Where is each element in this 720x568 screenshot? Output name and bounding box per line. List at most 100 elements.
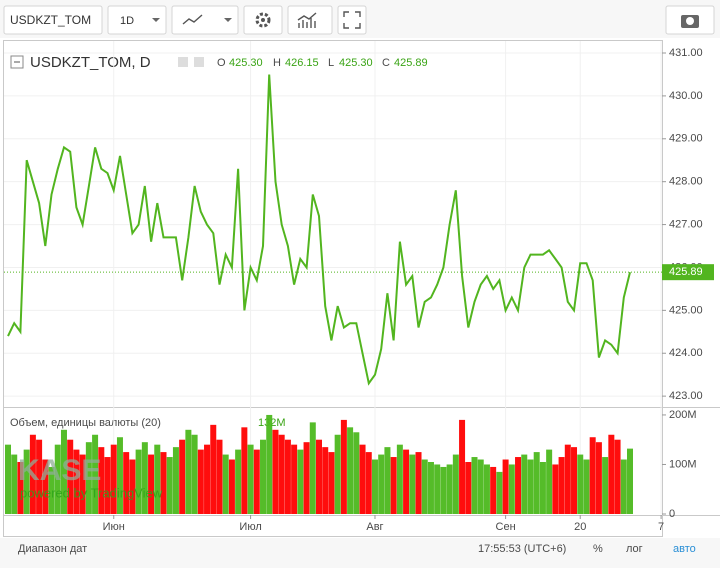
volume-bar (396, 444, 403, 514)
y-tick-label: 430.00 (669, 90, 703, 102)
volume-bar (434, 464, 441, 514)
volume-bar (533, 452, 540, 514)
volume-bar (515, 457, 522, 514)
line-icon (182, 14, 203, 25)
x-tick-label: Июл (239, 521, 261, 533)
volume-bar (384, 447, 391, 514)
volume-bar (278, 434, 285, 514)
legend-icon[interactable] (194, 57, 204, 67)
legend-icon[interactable] (178, 57, 188, 67)
volume-bar (471, 457, 478, 514)
volume-bar (79, 454, 86, 514)
x-tick-label: 7 (658, 521, 664, 533)
volume-bar (340, 419, 347, 514)
fullscreen-button[interactable] (337, 5, 367, 35)
watermark-logo: KASE (18, 454, 101, 487)
y-tick-label: 424.00 (669, 347, 703, 359)
percent-button[interactable]: % (593, 543, 603, 555)
volume-bar (42, 459, 49, 514)
volume-bar (571, 447, 578, 514)
y-tick-label: 0 (669, 508, 675, 520)
volume-bar (266, 414, 273, 514)
log-button[interactable]: лог (626, 543, 643, 555)
volume-bar (322, 447, 329, 514)
volume-bar (353, 432, 360, 514)
volume-bar (5, 444, 11, 514)
open-value: 425.30 (229, 57, 263, 69)
y-tick-label: 423.00 (669, 390, 703, 402)
volume-bar (85, 442, 92, 514)
chart-style-button[interactable] (171, 5, 239, 35)
date-range-button[interactable]: Диапазон дат (18, 543, 87, 555)
volume-bar (123, 452, 130, 514)
volume-bar (483, 464, 490, 514)
volume-bar (210, 424, 217, 514)
volume-bar (17, 461, 24, 514)
volume-title: Объем, единицы валюты (20) (10, 417, 161, 429)
volume-bar (172, 447, 179, 514)
clock: 17:55:53 (UTC+6) (478, 543, 566, 555)
volume-bar (48, 466, 55, 514)
volume-bar (129, 459, 136, 514)
volume-bar (602, 457, 609, 514)
volume-bar (253, 449, 260, 514)
volume-bar (546, 449, 553, 514)
volume-bar (390, 457, 397, 514)
volume-bar (459, 419, 466, 514)
dropdown-arrow (224, 18, 232, 22)
volume-bar (378, 454, 385, 514)
volume-bar (502, 459, 509, 514)
x-tick-label: Сен (496, 521, 516, 533)
volume-bar (527, 459, 534, 514)
volume-bar (60, 429, 67, 514)
volume-bar (235, 449, 242, 514)
volume-bar (415, 452, 422, 514)
volume-bar (309, 422, 316, 514)
volume-bar (371, 459, 378, 514)
low-value: 425.30 (339, 57, 373, 69)
volume-bar (446, 464, 453, 514)
open-label: O (217, 57, 226, 69)
volume-bar (409, 454, 416, 514)
x-tick-label: 20 (574, 521, 586, 533)
auto-button[interactable]: авто (673, 543, 696, 555)
volume-bar (608, 434, 615, 514)
interval-button[interactable] (107, 5, 167, 35)
volume-bar (552, 464, 559, 514)
volume-bar (191, 434, 198, 514)
volume-bar (166, 457, 173, 514)
volume-bar (583, 459, 590, 514)
volume-bar (440, 466, 447, 514)
indicators-button[interactable] (287, 5, 333, 35)
volume-bar (539, 461, 546, 514)
legend-symbol: USDKZT_TOM, D (30, 54, 151, 71)
gear-icon (261, 18, 265, 22)
volume-bar (558, 457, 565, 514)
volume-bar (247, 444, 254, 514)
close-value: 425.89 (394, 57, 428, 69)
volume-bar (260, 439, 267, 514)
volume-bar (303, 442, 310, 514)
volume-bar (216, 439, 223, 514)
volume-bar (614, 439, 621, 514)
volume-bar (23, 449, 30, 514)
volume-bar (110, 444, 117, 514)
last-price-label: 425.89 (669, 266, 703, 278)
dropdown-arrow (152, 18, 160, 22)
fullscreen-icon (343, 11, 361, 29)
volume-bar (148, 454, 155, 514)
camera-icon (686, 17, 694, 25)
symbol-button[interactable] (3, 5, 103, 35)
volume-bar (427, 461, 434, 514)
plot: 423.00424.00425.00426.00427.00428.00429.… (4, 41, 714, 533)
volume-bar (67, 439, 74, 514)
volume-bar (359, 444, 366, 514)
volume-bar (316, 439, 322, 514)
y-tick-label: 100M (669, 458, 697, 470)
x-tick-label: Июн (103, 521, 125, 533)
volume-bar (477, 459, 484, 514)
volume-bar (490, 466, 497, 514)
volume-bar (365, 452, 372, 514)
volume-bar (347, 427, 354, 514)
y-tick-label: 431.00 (669, 47, 703, 59)
